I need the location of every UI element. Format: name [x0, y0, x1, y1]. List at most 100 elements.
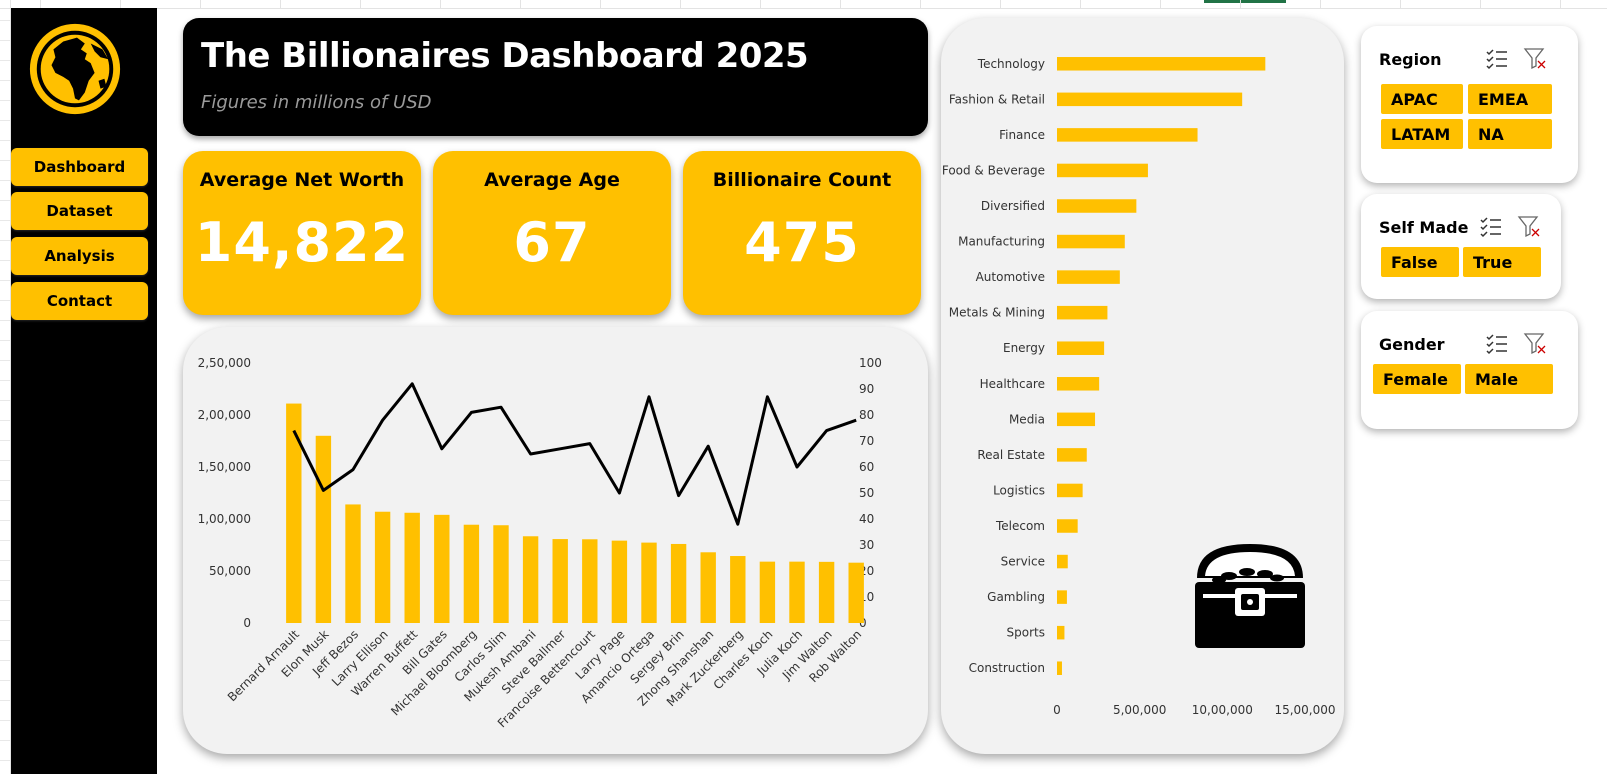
right-axis-tick-label: 100 — [859, 356, 882, 370]
industry-bar — [1057, 625, 1065, 640]
row-divider — [0, 160, 10, 161]
net-worth-bar — [374, 511, 391, 623]
left-axis-tick-label: 2,50,000 — [198, 356, 251, 370]
left-axis-tick-label: 1,50,000 — [198, 460, 251, 474]
row-divider — [0, 700, 10, 701]
nav-label: Analysis — [44, 247, 115, 265]
net-worth-bar — [286, 403, 302, 623]
row-divider — [0, 540, 10, 541]
net-worth-bar — [345, 504, 361, 623]
slicer-option-male[interactable]: Male — [1465, 364, 1553, 394]
industry-bar — [1057, 128, 1198, 142]
clear-filter-icon[interactable] — [1517, 214, 1541, 238]
net-worth-bar — [789, 561, 805, 623]
column-divider — [1400, 0, 1401, 8]
slicer-option-na[interactable]: NA — [1468, 119, 1552, 149]
industry-label: Automotive — [976, 270, 1045, 284]
row-divider — [0, 680, 10, 681]
column-divider — [760, 0, 761, 8]
industry-label: Manufacturing — [958, 235, 1045, 249]
row-divider — [0, 660, 10, 661]
industry-label: Real Estate — [977, 448, 1045, 462]
row-divider — [0, 480, 10, 481]
industry-bar — [1057, 57, 1266, 71]
slicer-option-emea[interactable]: EMEA — [1468, 84, 1552, 114]
nav-dashboard-button[interactable]: Dashboard — [11, 148, 148, 186]
option-label: EMEA — [1478, 89, 1529, 109]
net-worth-bar — [848, 562, 864, 623]
net-worth-age-combo-chart: 050,0001,00,0001,50,0002,00,0002,50,0000… — [198, 356, 882, 730]
column-divider — [1000, 0, 1001, 8]
right-axis-tick-label: 90 — [859, 382, 874, 396]
nav-label: Dashboard — [33, 158, 126, 176]
slicer-title: Gender — [1379, 335, 1445, 354]
kpi-label: Average Net Worth — [199, 169, 405, 191]
industry-label: Service — [1001, 555, 1045, 569]
x-axis-tick-label: 10,00,000 — [1192, 703, 1253, 717]
left-axis-tick-label: 50,000 — [209, 564, 251, 578]
nav-label: Contact — [46, 292, 113, 310]
clear-filter-icon[interactable] — [1523, 331, 1547, 355]
sidebar: Dashboard Dataset Analysis Contact — [11, 8, 157, 774]
right-axis-tick-label: 50 — [859, 486, 874, 500]
industry-label: Sports — [1007, 626, 1045, 640]
column-divider — [1560, 0, 1561, 8]
x-axis-tick-label: 15,00,000 — [1274, 703, 1335, 717]
industry-bar — [1057, 163, 1148, 178]
row-divider — [0, 180, 10, 181]
row-divider — [0, 560, 10, 561]
multi-select-icon[interactable] — [1485, 48, 1509, 70]
net-worth-bar — [493, 525, 509, 623]
row-divider — [0, 240, 10, 241]
nav-dataset-button[interactable]: Dataset — [11, 192, 148, 230]
industry-label: Media — [1009, 412, 1045, 426]
column-divider — [1080, 0, 1081, 8]
slicer-option-true[interactable]: True — [1463, 247, 1541, 277]
option-label: LATAM — [1391, 124, 1451, 144]
industry-label: Fashion & Retail — [949, 92, 1045, 106]
multi-select-icon[interactable] — [1479, 216, 1503, 238]
sheet-row-gutter — [0, 0, 11, 774]
industry-bar — [1057, 519, 1078, 533]
nav-analysis-button[interactable]: Analysis — [11, 237, 148, 275]
net-worth-bar — [641, 542, 657, 623]
column-divider — [840, 0, 841, 8]
page-title: The Billionaires Dashboard 2025 — [201, 36, 809, 76]
nav-contact-button[interactable]: Contact — [11, 282, 148, 320]
clear-filter-icon[interactable] — [1523, 46, 1547, 70]
multi-select-icon[interactable] — [1485, 333, 1509, 355]
kpi-value: 14,822 — [194, 211, 410, 274]
row-divider — [0, 640, 10, 641]
industry-bar — [1057, 448, 1087, 462]
row-divider — [0, 200, 10, 201]
slicer-option-apac[interactable]: APAC — [1381, 84, 1463, 114]
industry-bar — [1057, 554, 1068, 569]
kpi-billionaire-count: Billionaire Count 475 — [683, 151, 921, 315]
net-worth-bar — [404, 512, 420, 623]
net-worth-bar — [552, 539, 568, 623]
row-divider — [0, 580, 10, 581]
net-worth-bar — [522, 536, 539, 623]
row-divider — [0, 60, 10, 61]
selected-column-indicator — [1204, 0, 1286, 3]
industry-label: Metals & Mining — [949, 306, 1045, 320]
industry-bar — [1057, 270, 1120, 284]
row-divider — [0, 120, 10, 121]
row-divider — [0, 100, 10, 101]
row-divider — [0, 500, 10, 501]
industry-label: Energy — [1003, 341, 1045, 355]
net-worth-bar — [730, 556, 746, 623]
slicer-option-female[interactable]: Female — [1373, 364, 1461, 394]
slicer-option-false[interactable]: False — [1381, 247, 1459, 277]
slicer-option-latam[interactable]: LATAM — [1381, 119, 1463, 149]
column-divider — [1320, 0, 1321, 8]
industry-label: Gambling — [987, 590, 1045, 604]
column-divider — [440, 0, 441, 8]
kpi-label: Billionaire Count — [712, 169, 892, 191]
left-axis-tick-label: 2,00,000 — [198, 408, 251, 422]
region-slicer: Region APAC EMEA LATAM NA — [1361, 26, 1578, 183]
industry-label: Healthcare — [980, 377, 1045, 391]
page-subtitle: Figures in millions of USD — [201, 92, 432, 113]
slicer-title: Self Made — [1379, 218, 1469, 237]
combo-chart-panel: 050,0001,00,0001,50,0002,00,0002,50,0000… — [183, 327, 928, 754]
